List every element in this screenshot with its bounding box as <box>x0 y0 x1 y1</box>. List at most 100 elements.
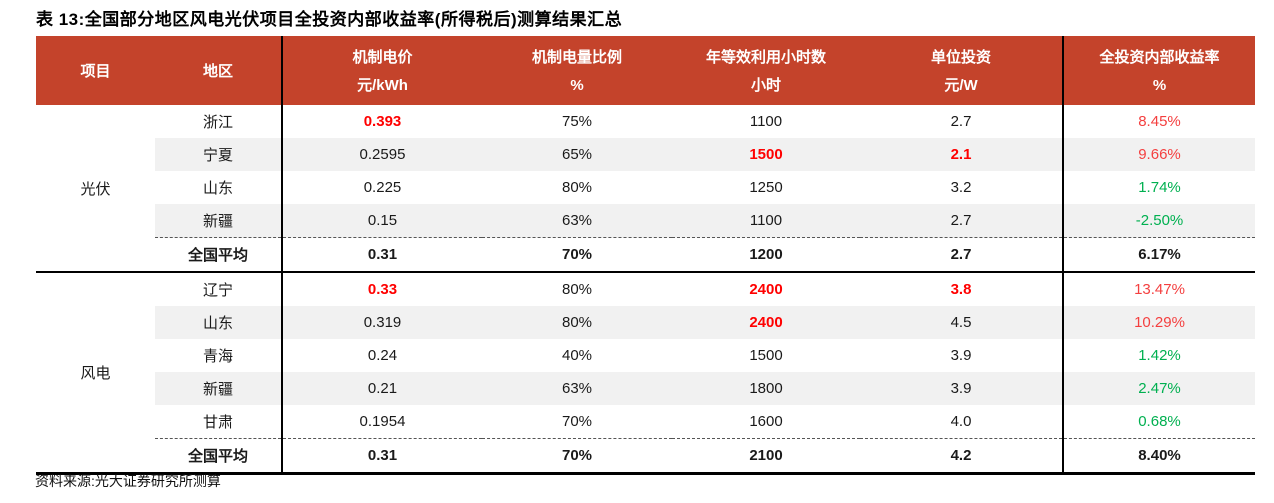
ratio-cell: 80% <box>561 281 593 298</box>
table-row: 宁夏 0.2595 65% 1500 2.1 9.66% <box>36 138 1255 171</box>
table-row: 光伏 浙江 0.393 75% 1100 2.7 8.45% <box>36 105 1255 273</box>
ratio-cell: 70% <box>561 413 593 430</box>
invest-cell: 4.5 <box>860 306 1063 339</box>
price-cell: 0.319 <box>281 306 482 339</box>
header-price-unit: 元/kWh <box>357 76 408 94</box>
ratio-cell: 63% <box>482 372 672 405</box>
table-title: 表 13:全国部分地区风电光伏项目全投资内部收益率(所得税后)测算结果汇总 <box>36 10 623 29</box>
ratio-cell: 70% <box>482 237 672 273</box>
price-cell: 0.2595 <box>281 138 482 171</box>
header-invest: 单位投资 元/W <box>860 36 1063 105</box>
irr-cell: 1.42% <box>1062 339 1255 372</box>
header-price-name: 机制电价 <box>352 48 413 66</box>
hours-cell: 2100 <box>672 438 860 475</box>
irr-cell: 8.45% <box>1062 105 1255 138</box>
region-cell: 甘肃 <box>202 414 233 431</box>
header-hours: 年等效利用小时数 小时 <box>672 36 860 105</box>
header-region: 地区 <box>155 36 282 105</box>
invest-cell: 3.8 <box>950 281 972 298</box>
irr-cell: 10.29% <box>1062 306 1255 339</box>
region-cell: 新疆 <box>155 372 282 405</box>
irr-cell: 13.47% <box>1062 272 1255 306</box>
header-ratio: 机制电量比例 % <box>482 36 672 105</box>
average-row-solar: 全国平均 0.31 70% 1200 2.7 6.17% <box>36 237 1255 273</box>
irr-cell: 6.17% <box>1062 237 1255 273</box>
irr-cell: 2.47% <box>1062 372 1255 405</box>
region-cell: 浙江 <box>202 114 233 131</box>
header-hours-unit: 小时 <box>750 76 781 94</box>
irr-cell: 8.40% <box>1062 438 1255 475</box>
price-cell: 0.393 <box>281 105 482 138</box>
irr-results-table: 项目 地区 机制电价 元/kWh 机制电量比例 % 年等效利用小时数 小时 单位… <box>36 36 1255 475</box>
project-cell-solar: 光伏 <box>36 105 155 273</box>
price-cell: 0.1954 <box>281 405 482 439</box>
ratio-cell: 75% <box>561 113 593 130</box>
table-row: 甘肃 0.1954 70% 1600 4.0 0.68% <box>36 405 1255 439</box>
irr-cell: -2.50% <box>1062 204 1255 238</box>
price-cell: 0.21 <box>281 372 482 405</box>
average-row-wind: 全国平均 0.31 70% 2100 4.2 8.40% <box>36 438 1255 475</box>
price-cell: 0.15 <box>281 204 482 238</box>
invest-cell: 2.7 <box>950 113 972 130</box>
ratio-cell: 40% <box>561 347 593 364</box>
header-irr-unit: % <box>1152 76 1167 94</box>
header-ratio-unit: % <box>570 76 584 94</box>
invest-cell: 2.7 <box>860 204 1063 238</box>
hours-cell: 1250 <box>749 179 783 196</box>
irr-cell: 1.74% <box>1062 171 1255 204</box>
hours-cell: 2400 <box>672 306 860 339</box>
region-cell: 全国平均 <box>155 237 282 273</box>
hours-cell: 1500 <box>749 347 783 364</box>
hours-cell: 1800 <box>672 372 860 405</box>
header-ratio-name: 机制电量比例 <box>531 48 622 66</box>
hours-cell: 2400 <box>749 281 783 298</box>
header-hours-name: 年等效利用小时数 <box>705 48 826 66</box>
header-invest-unit: 元/W <box>944 76 978 94</box>
region-cell: 山东 <box>202 180 233 197</box>
header-price: 机制电价 元/kWh <box>281 36 482 105</box>
ratio-cell: 70% <box>482 438 672 475</box>
invest-cell: 3.9 <box>950 347 972 364</box>
header-irr-name: 全投资内部收益率 <box>1099 48 1220 66</box>
region-cell: 青海 <box>202 348 233 365</box>
ratio-cell: 80% <box>561 179 593 196</box>
invest-cell: 3.2 <box>950 179 972 196</box>
price-cell: 0.24 <box>281 339 482 372</box>
ratio-cell: 63% <box>482 204 672 238</box>
ratio-cell: 80% <box>482 306 672 339</box>
irr-cell: 9.66% <box>1062 138 1255 171</box>
hours-cell: 1600 <box>749 413 783 430</box>
table-row: 山东 0.225 80% 1250 3.2 1.74% <box>36 171 1255 204</box>
invest-cell: 4.2 <box>860 438 1063 475</box>
table-row: 新疆 0.21 63% 1800 3.9 2.47% <box>36 372 1255 405</box>
invest-cell: 3.9 <box>860 372 1063 405</box>
irr-cell: 0.68% <box>1062 405 1255 439</box>
header-invest-name: 单位投资 <box>930 48 991 66</box>
hours-cell: 1100 <box>672 204 860 238</box>
ratio-cell: 65% <box>482 138 672 171</box>
price-cell: 0.31 <box>281 237 482 273</box>
hours-cell: 1200 <box>672 237 860 273</box>
source-note: 资料来源:光大证券研究所测算 <box>35 473 221 489</box>
hours-cell: 1100 <box>749 113 783 130</box>
table-row: 风电 辽宁 0.33 80% 2400 3.8 13.47% <box>36 272 1255 475</box>
region-cell: 新疆 <box>155 204 282 238</box>
invest-cell: 2.1 <box>860 138 1063 171</box>
hours-cell: 1500 <box>672 138 860 171</box>
invest-cell: 4.0 <box>950 413 972 430</box>
header-irr: 全投资内部收益率 % <box>1062 36 1255 105</box>
region-cell: 宁夏 <box>155 138 282 171</box>
region-cell: 山东 <box>155 306 282 339</box>
table-row: 新疆 0.15 63% 1100 2.7 -2.50% <box>36 204 1255 238</box>
price-cell: 0.31 <box>281 438 482 475</box>
table-row: 山东 0.319 80% 2400 4.5 10.29% <box>36 306 1255 339</box>
table-row: 青海 0.24 40% 1500 3.9 1.42% <box>36 339 1255 372</box>
invest-cell: 2.7 <box>860 237 1063 273</box>
table-header-row: 项目 地区 机制电价 元/kWh 机制电量比例 % 年等效利用小时数 小时 单位… <box>36 36 1255 105</box>
price-cell: 0.33 <box>281 272 482 306</box>
project-cell-wind: 风电 <box>36 272 155 475</box>
header-project: 项目 <box>36 36 155 105</box>
region-cell: 辽宁 <box>202 282 233 299</box>
region-cell: 全国平均 <box>155 438 282 475</box>
